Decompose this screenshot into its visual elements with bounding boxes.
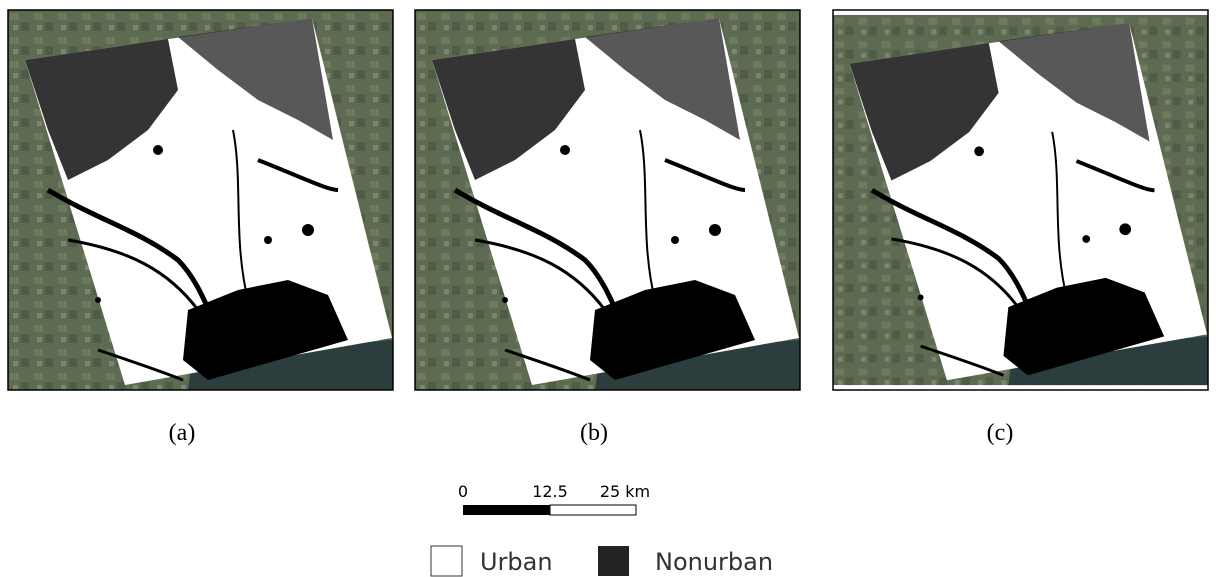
scale-segment [463,505,550,515]
legend-label: Nonurban [655,548,773,576]
map-panel [833,10,1208,390]
panel-label: (b) [580,420,608,446]
scale-bar: 0 12.5 25 km [458,482,650,515]
scale-segment [550,505,636,515]
panel-label: (a) [169,420,196,446]
map-panel [415,10,800,390]
scale-label: 25 km [600,482,650,501]
scale-label: 0 [458,482,468,501]
legend: Urban Nonurban [431,546,773,576]
legend-label: Urban [480,548,553,576]
map-panel [8,10,393,390]
legend-swatch [431,546,462,576]
figure-canvas: (a) (b) (c) 0 12.5 25 km Urban Nonurban [0,0,1216,577]
panel-label: (c) [987,420,1014,446]
scale-label: 12.5 [532,482,568,501]
legend-swatch [598,546,629,576]
figure: (a) (b) (c) 0 12.5 25 km Urban Nonurban [0,0,1216,577]
